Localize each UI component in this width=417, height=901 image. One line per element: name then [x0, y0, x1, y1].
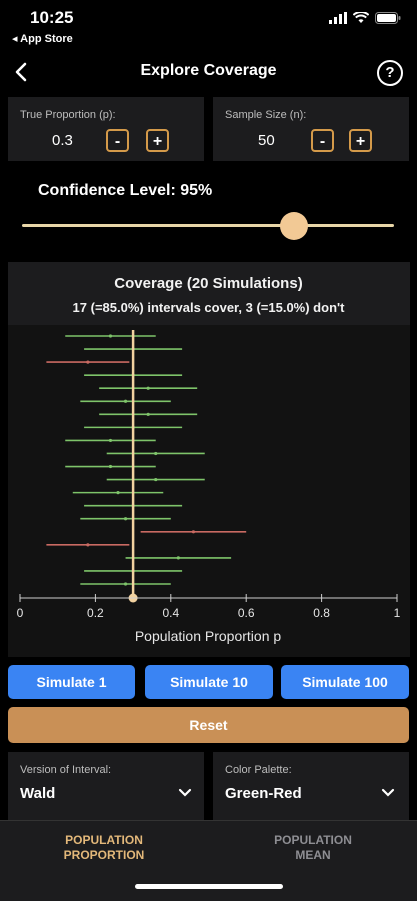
interval-estimate-point: [146, 386, 150, 390]
interval-version-dropdown[interactable]: Version of Interval: Wald: [8, 752, 204, 820]
confidence-slider-track[interactable]: [22, 224, 394, 227]
chevron-down-icon: [178, 788, 192, 797]
tab-population-mean-line2: MEAN: [295, 848, 331, 862]
interval-estimate-point: [154, 451, 158, 456]
x-tick-label: 0.4: [162, 606, 179, 620]
x-tick-label: 0.8: [313, 606, 330, 620]
interval-version-label: Version of Interval:: [20, 764, 112, 776]
home-indicator: [135, 884, 283, 889]
interval-estimate-point: [191, 530, 196, 534]
interval-version-value: Wald: [20, 785, 56, 802]
true-proportion-label: True Proportion (p):: [20, 109, 116, 121]
back-to-app-store-link[interactable]: ◂ App Store: [12, 33, 73, 45]
interval-estimate-point: [116, 491, 120, 495]
tab-population-proportion-line1: POPULATION: [65, 833, 143, 847]
sample-size-panel: Sample Size (n): 50 - +: [213, 97, 409, 161]
sample-size-minus-button[interactable]: -: [311, 129, 334, 152]
chart-title: Coverage (20 Simulations): [114, 275, 303, 292]
simulate-1-button[interactable]: Simulate 1: [8, 665, 135, 699]
coverage-chart: 0 0.2 0.4 0.6 0.8 1 Population Proportion p: [17, 330, 401, 644]
cellular-signal-icon: [329, 12, 347, 24]
back-chevron-icon[interactable]: [10, 60, 34, 84]
simulate-100-button[interactable]: Simulate 100: [281, 665, 409, 699]
true-proportion-panel: True Proportion (p): 0.3 - +: [8, 97, 204, 161]
interval-estimate-point: [123, 399, 128, 403]
color-palette-dropdown[interactable]: Color Palette: Green-Red: [213, 752, 409, 820]
chart-subtitle: 17 (=85.0%) intervals cover, 3 (=15.0%) …: [72, 300, 345, 315]
tab-population-mean[interactable]: POPULATION MEAN: [209, 833, 417, 863]
tab-population-proportion-line2: PROPORTION: [63, 848, 145, 862]
reset-button[interactable]: Reset: [8, 707, 409, 743]
status-time: 10:25: [30, 8, 74, 27]
interval-estimate-point: [108, 334, 113, 338]
chevron-down-icon: [381, 788, 395, 797]
color-palette-label: Color Palette:: [225, 764, 292, 776]
interval-estimate-point: [154, 477, 158, 482]
simulate-10-button[interactable]: Simulate 10: [145, 665, 273, 699]
tab-population-proportion[interactable]: POPULATION PROPORTION: [0, 833, 208, 863]
x-tick-label: 1: [394, 606, 401, 620]
tab-population-mean-line1: POPULATION: [274, 833, 352, 847]
true-proportion-minus-button[interactable]: -: [106, 129, 129, 152]
interval-estimate-point: [123, 582, 128, 586]
true-proportion-value: 0.3: [52, 132, 73, 149]
interval-estimate-point: [108, 464, 113, 469]
sample-size-plus-button[interactable]: +: [349, 129, 372, 152]
color-palette-value: Green-Red: [225, 785, 302, 802]
help-icon[interactable]: ?: [377, 60, 403, 86]
status-icons: [329, 12, 401, 24]
x-tick-label: 0.2: [87, 606, 104, 620]
x-axis-label: Population Proportion p: [135, 628, 282, 644]
interval-estimate-point: [176, 556, 180, 560]
plot-area: [8, 325, 410, 657]
sample-size-label: Sample Size (n):: [225, 109, 307, 121]
x-tick-label: 0.6: [238, 606, 255, 620]
interval-estimate-point: [146, 412, 150, 416]
sample-size-value: 50: [258, 132, 275, 149]
interval-estimate-point: [86, 360, 90, 364]
interval-estimate-point: [86, 543, 90, 547]
true-proportion-plus-button[interactable]: +: [146, 129, 169, 152]
interval-estimate-point: [108, 438, 113, 443]
wifi-icon: [353, 12, 369, 23]
confidence-level-label: Confidence Level: 95%: [38, 182, 213, 199]
battery-icon: [375, 12, 401, 24]
confidence-slider-thumb[interactable]: [279, 212, 308, 240]
x-tick-label: 0: [17, 606, 24, 620]
interval-estimate-point: [123, 517, 128, 521]
page-title: Explore Coverage: [140, 62, 277, 79]
